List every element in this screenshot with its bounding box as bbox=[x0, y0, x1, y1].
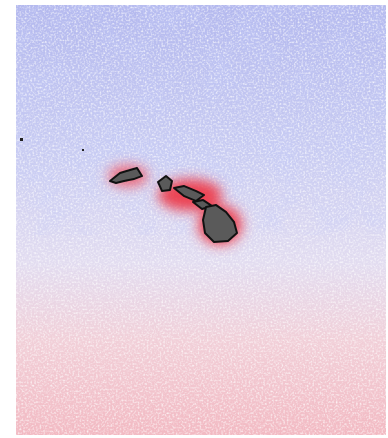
speck bbox=[20, 138, 23, 141]
page: {} bbox=[0, 0, 388, 438]
map-view bbox=[0, 0, 388, 438]
speck bbox=[82, 149, 84, 151]
